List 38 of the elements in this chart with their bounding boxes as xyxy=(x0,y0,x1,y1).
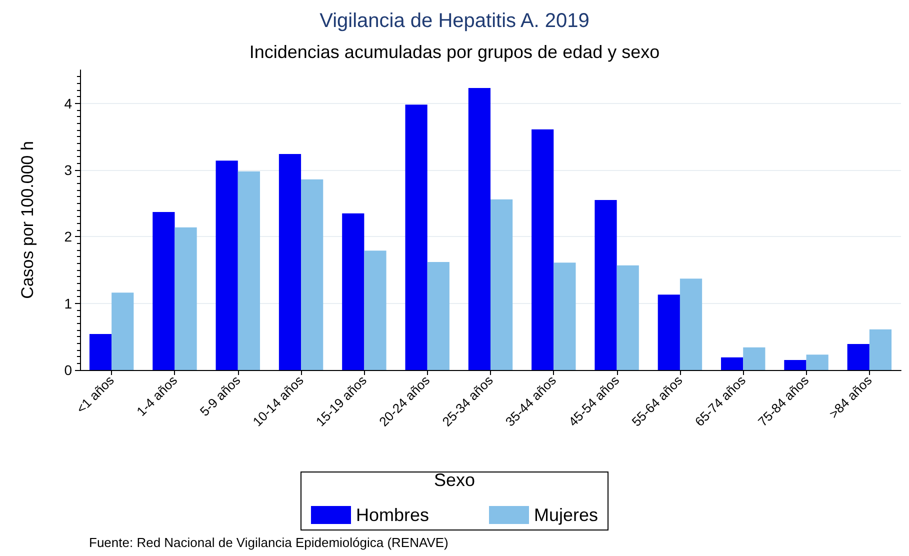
y-tick-label: 0 xyxy=(64,362,72,378)
bar xyxy=(405,104,428,370)
bar xyxy=(342,213,364,370)
bar xyxy=(616,265,639,370)
bar xyxy=(468,88,490,370)
bar xyxy=(784,360,806,370)
bar xyxy=(721,357,744,370)
bar xyxy=(594,200,617,370)
bar xyxy=(743,347,766,370)
y-axis-title: Casos por 100.000 h xyxy=(18,141,37,299)
bar xyxy=(301,179,324,370)
bar xyxy=(427,262,450,370)
bar xyxy=(680,278,702,370)
chart-title: Vigilancia de Hepatitis A. 2019 xyxy=(320,10,590,32)
bar xyxy=(658,294,680,370)
chart-subtitle: Incidencias acumuladas por grupos de edad y sexo xyxy=(249,42,660,62)
bar xyxy=(278,154,302,370)
bar xyxy=(490,199,513,370)
bar xyxy=(806,354,828,370)
y-tick-label: 3 xyxy=(64,162,72,178)
y-tick-label: 1 xyxy=(64,295,72,312)
legend-label: Mujeres xyxy=(534,505,598,525)
bar xyxy=(216,160,238,370)
bar xyxy=(554,262,576,370)
bar xyxy=(238,171,260,370)
bar xyxy=(112,292,134,370)
bar xyxy=(174,227,197,370)
bar xyxy=(532,129,554,370)
legend-label: Hombres xyxy=(356,505,430,525)
y-tick-label: 4 xyxy=(64,95,72,112)
source-note: Fuente: Red Nacional de Vigilancia Epidemiológica (RENAVE) xyxy=(89,535,448,550)
bar xyxy=(869,329,892,370)
bar xyxy=(847,344,870,370)
bar xyxy=(89,334,112,370)
bar xyxy=(364,250,386,370)
bar xyxy=(152,212,175,370)
y-tick-label: 2 xyxy=(64,228,72,245)
legend-title: Sexo xyxy=(434,470,476,490)
